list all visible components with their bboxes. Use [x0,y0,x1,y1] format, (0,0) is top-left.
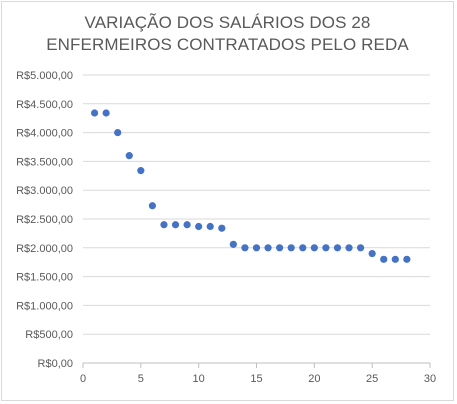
x-tick-labels: 0 5 10 15 20 25 30 [80,373,436,385]
data-point-14 [241,244,249,252]
data-point-7 [160,221,168,229]
chart-title: VARIAÇÃO DOS SALÁRIOS DOS 28 ENFERMEIROS… [0,12,455,56]
data-point-3 [114,129,122,137]
y-tick-label-6: R$3.000,00 [16,185,73,197]
data-point-24 [357,244,365,252]
data-point-2 [102,109,110,117]
data-point-5 [137,167,145,175]
x-tick-label-0: 0 [80,373,86,385]
data-point-21 [322,244,330,252]
x-tick-label-1: 5 [138,373,144,385]
y-tick-label-8: R$4.000,00 [16,128,73,140]
data-point-10 [195,222,203,231]
y-tick-labels: R$0,00 R$500,00 R$1.000,00 R$1.500,00 R$2.00… [16,70,73,370]
data-point-27 [391,255,399,263]
data-point-19 [299,244,307,252]
data-point-9 [183,221,191,229]
chart-title-line-2: ENFERMEIROS CONTRATADOS PELO REDA [46,35,409,54]
gridlines [83,74,430,335]
data-point-8 [171,221,180,229]
data-point-20 [310,244,318,252]
x-tick-label-6: 30 [424,373,436,385]
x-tick-label-4: 20 [308,373,320,385]
data-point-22 [333,244,342,252]
data-point-11 [206,222,214,231]
data-point-12 [218,224,226,232]
data-point-23 [345,244,353,252]
y-tick-label-3: R$1.500,00 [16,272,73,284]
axes [82,362,431,368]
x-tick-label-5: 25 [366,373,378,385]
y-tick-label-10: R$5.000,00 [16,70,73,82]
y-tick-label-7: R$3.500,00 [16,156,73,168]
data-point-25 [368,249,376,258]
data-point-15 [252,244,261,252]
data-point-4 [125,152,133,160]
data-points [90,109,411,263]
data-point-17 [276,244,284,252]
data-point-18 [287,244,295,252]
chart-title-line-1: VARIAÇÃO DOS SALÁRIOS DOS 28 [84,13,371,32]
y-tick-label-5: R$2.500,00 [16,214,73,226]
y-tick-label-4: R$2.000,00 [16,243,73,255]
data-point-16 [264,244,272,252]
data-point-26 [380,255,388,263]
data-point-6 [148,202,156,210]
x-tick-label-3: 15 [250,373,262,385]
x-tick-label-2: 10 [193,373,205,385]
data-point-1 [90,109,99,117]
y-tick-label-2: R$1.000,00 [16,300,73,312]
y-tick-label-1: R$500,00 [25,329,73,341]
y-tick-label-9: R$4.500,00 [16,99,73,111]
y-tick-label-0: R$0,00 [38,358,73,370]
data-point-13 [229,240,237,248]
data-point-28 [403,255,411,263]
